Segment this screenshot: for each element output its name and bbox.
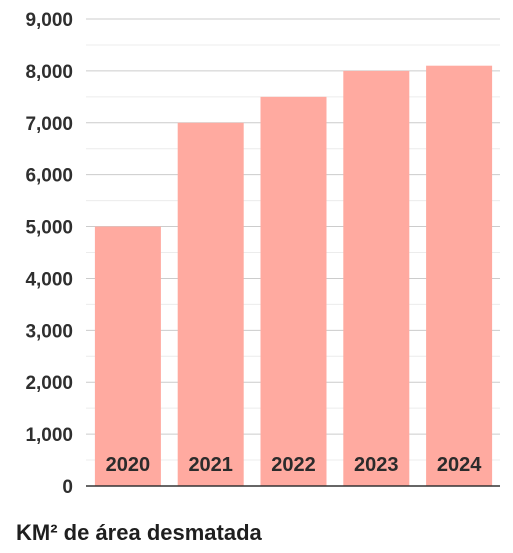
- bars: [94, 65, 493, 487]
- y-tick-label: 1,000: [25, 425, 73, 446]
- bar: [343, 70, 410, 486]
- y-tick-label: 7,000: [25, 114, 73, 135]
- category-labels: 2020 2021 2022 2023 2024: [106, 454, 483, 476]
- y-tick-label: 8,000: [25, 62, 73, 83]
- y-tick-label: 0: [62, 477, 73, 498]
- x-tick-label: 2020: [106, 454, 151, 476]
- bar: [94, 226, 161, 487]
- bar: [260, 96, 327, 486]
- x-tick-label: 2023: [354, 454, 399, 476]
- y-tick-label: 9,000: [25, 10, 73, 31]
- x-axis-label: KM² de área desmatada: [16, 520, 262, 545]
- y-axis-tick-labels: 0 1,000 2,000 3,000 4,000 5,000 6,000 7,000 8,00…: [25, 10, 73, 498]
- y-tick-label: 2,000: [25, 373, 73, 394]
- x-tick-label: 2022: [271, 454, 316, 476]
- x-tick-label: 2021: [188, 454, 233, 476]
- bar: [426, 65, 493, 486]
- y-tick-label: 4,000: [25, 269, 73, 290]
- y-tick-label: 6,000: [25, 166, 73, 187]
- y-tick-label: 3,000: [25, 321, 73, 342]
- bar: [177, 122, 244, 487]
- y-tick-label: 5,000: [25, 218, 73, 239]
- x-tick-label: 2024: [437, 454, 482, 476]
